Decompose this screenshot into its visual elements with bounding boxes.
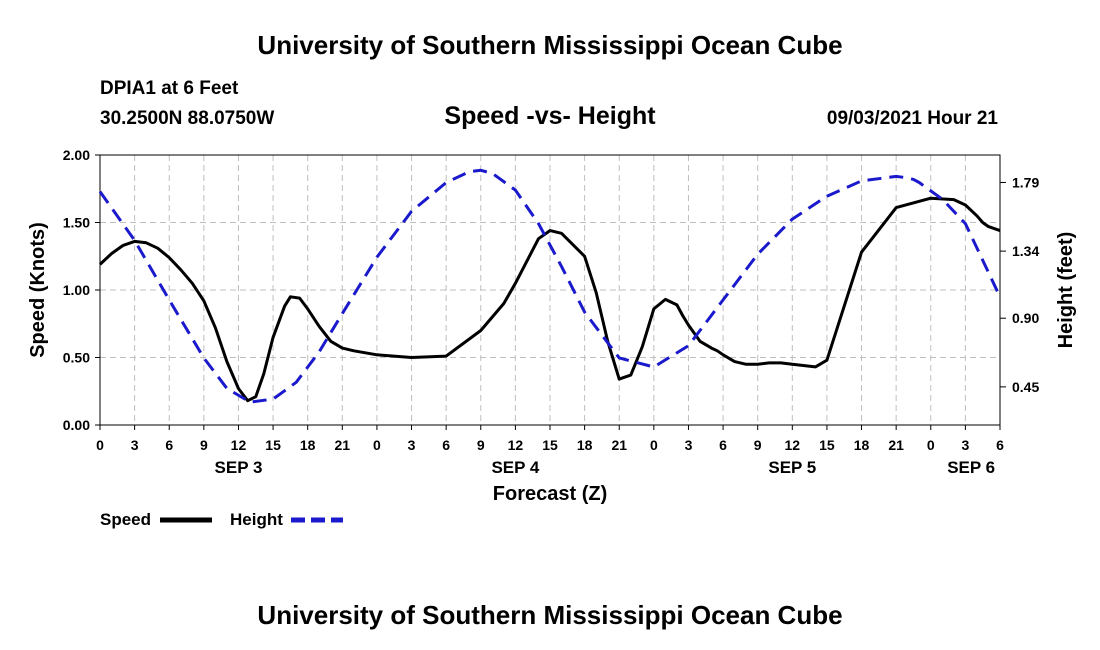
y-left-tick-label: 1.50 [63, 215, 90, 231]
day-label: SEP 6 [947, 458, 995, 477]
footer-title: University of Southern Mississippi Ocean… [257, 600, 842, 630]
x-tick-label: 3 [685, 437, 693, 453]
day-label: SEP 4 [491, 458, 539, 477]
height-series-line [98, 168, 1002, 404]
page-title: University of Southern Mississippi Ocean… [257, 30, 842, 60]
y-right-tick-label: 1.79 [1012, 174, 1039, 190]
x-tick-label: 9 [200, 437, 208, 453]
x-tick-label: 18 [300, 437, 316, 453]
x-tick-label: 6 [996, 437, 1004, 453]
station-label: DPIA1 at 6 Feet [100, 78, 239, 99]
y-right-tick-label: 0.90 [1012, 310, 1039, 326]
legend-height-label: Height [230, 510, 283, 529]
x-tick-label: 12 [785, 437, 801, 453]
x-tick-label: 21 [888, 437, 904, 453]
y-right-tick-label: 1.34 [1012, 243, 1039, 259]
day-label: SEP 3 [215, 458, 263, 477]
x-tick-label: 6 [165, 437, 173, 453]
x-tick-label: 0 [927, 437, 935, 453]
x-tick-label: 15 [819, 437, 835, 453]
x-axis-ticks: 0 3 6 9 12 15 18 21 0 3 6 9 12 15 18 21 0 3 6 9 12 15 18 21 0 3 6 [96, 425, 1004, 453]
y-left-axis-label: Speed (Knots) [27, 222, 49, 358]
x-axis-label: Forecast (Z) [493, 483, 607, 505]
legend: Speed Height [100, 510, 343, 529]
y-left-tick-label: 1.00 [63, 282, 90, 298]
y-left-tick-label: 0.00 [63, 417, 90, 433]
x-tick-label: 6 [719, 437, 727, 453]
y-right-tick-label: 0.45 [1012, 379, 1039, 395]
day-label: SEP 5 [768, 458, 816, 477]
legend-speed-label: Speed [100, 510, 151, 529]
x-tick-label: 3 [961, 437, 969, 453]
x-tick-label: 0 [96, 437, 104, 453]
x-tick-label: 15 [265, 437, 281, 453]
y-right-axis-label: Height (feet) [1055, 232, 1077, 349]
x-tick-label: 3 [408, 437, 416, 453]
x-tick-label: 9 [477, 437, 485, 453]
y-left-tick-label: 0.50 [63, 350, 90, 366]
x-tick-label: 21 [335, 437, 351, 453]
x-tick-label: 12 [231, 437, 247, 453]
y-left-tick-label: 2.00 [63, 147, 90, 163]
x-tick-label: 0 [373, 437, 381, 453]
x-tick-label: 18 [854, 437, 870, 453]
x-tick-label: 3 [131, 437, 139, 453]
x-tick-label: 21 [611, 437, 627, 453]
x-tick-label: 0 [650, 437, 658, 453]
speed-series-line [98, 196, 1001, 403]
day-labels: SEP 3 SEP 4 SEP 5 SEP 6 [215, 458, 996, 477]
forecast-datetime: 09/03/2021 Hour 21 [827, 108, 999, 129]
x-tick-label: 15 [542, 437, 558, 453]
x-tick-label: 6 [442, 437, 450, 453]
y-left-axis-ticks: 0.00 0.50 1.00 1.50 2.00 [63, 147, 100, 433]
x-tick-label: 12 [508, 437, 524, 453]
location-label: 30.2500N 88.0750W [100, 108, 274, 129]
x-tick-label: 18 [577, 437, 593, 453]
grid-lines [100, 155, 1000, 425]
y-right-axis-ticks: 0.45 0.90 1.34 1.79 [1000, 174, 1039, 395]
x-tick-label: 9 [754, 437, 762, 453]
chart-title: Speed -vs- Height [444, 102, 656, 130]
